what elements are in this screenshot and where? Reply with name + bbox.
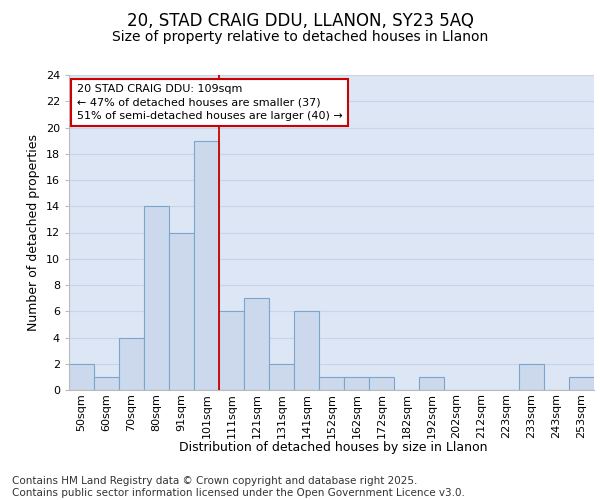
Bar: [194, 140, 219, 390]
Bar: [369, 377, 394, 390]
Bar: [69, 364, 94, 390]
Text: 20 STAD CRAIG DDU: 109sqm
← 47% of detached houses are smaller (37)
51% of semi-: 20 STAD CRAIG DDU: 109sqm ← 47% of detac…: [77, 84, 343, 121]
Bar: [119, 338, 144, 390]
Bar: [419, 377, 444, 390]
Text: 20, STAD CRAIG DDU, LLANON, SY23 5AQ: 20, STAD CRAIG DDU, LLANON, SY23 5AQ: [127, 12, 473, 30]
Text: Size of property relative to detached houses in Llanon: Size of property relative to detached ho…: [112, 30, 488, 44]
Text: Contains HM Land Registry data © Crown copyright and database right 2025.
Contai: Contains HM Land Registry data © Crown c…: [12, 476, 465, 498]
Bar: [144, 206, 169, 390]
Bar: [269, 364, 294, 390]
Bar: [569, 377, 594, 390]
Bar: [319, 377, 344, 390]
Bar: [344, 377, 369, 390]
Bar: [219, 311, 244, 390]
Bar: [169, 232, 194, 390]
Bar: [294, 311, 319, 390]
Bar: [94, 377, 119, 390]
Text: Distribution of detached houses by size in Llanon: Distribution of detached houses by size …: [179, 441, 487, 454]
Bar: [244, 298, 269, 390]
Bar: [519, 364, 544, 390]
Y-axis label: Number of detached properties: Number of detached properties: [27, 134, 40, 331]
